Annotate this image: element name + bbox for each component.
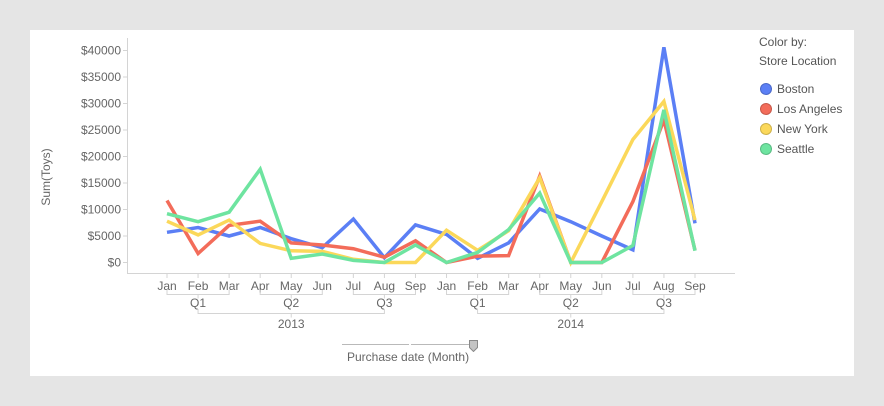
y-tick-label: $15000 <box>81 176 121 190</box>
quarter-label: Q3 <box>376 296 392 310</box>
month-label: Mar <box>498 279 519 293</box>
color-by-selector[interactable]: Store Location <box>759 54 837 68</box>
legend-item-label: Boston <box>777 82 815 96</box>
quarter-label: Q1 <box>470 296 486 310</box>
y-tick-label: $20000 <box>81 150 121 164</box>
y-axis-title-selector[interactable]: Sum(Toys) <box>39 148 53 206</box>
legend-item-seattle[interactable]: Seattle <box>759 139 842 159</box>
y-tick-label: $25000 <box>81 123 121 137</box>
x-axis-range-slider[interactable] <box>342 338 482 354</box>
month-label: Mar <box>219 279 240 293</box>
year-label: 2014 <box>557 317 584 331</box>
y-tick-label: $10000 <box>81 203 121 217</box>
legend-title: Color by: <box>759 35 808 49</box>
month-label: Jul <box>346 279 361 293</box>
series-line-los-angeles[interactable] <box>165 113 697 265</box>
month-label: Jun <box>313 279 332 293</box>
month-label: May <box>559 279 582 293</box>
quarter-bracket <box>632 290 696 299</box>
slider-handle-icon[interactable] <box>469 340 478 352</box>
month-label: Apr <box>251 279 270 293</box>
month-label: Apr <box>530 279 549 293</box>
quarter-label: Q2 <box>283 296 299 310</box>
month-label: Jan <box>437 279 456 293</box>
quarter-bracket <box>446 290 510 299</box>
legend-item-label: Seattle <box>777 142 815 156</box>
quarter-bracket <box>259 290 323 299</box>
legend-item-new-york[interactable]: New York <box>759 119 842 139</box>
month-label: Feb <box>188 279 209 293</box>
month-label: Feb <box>467 279 488 293</box>
legend: Color by: Store Location Boston Los Ange… <box>759 33 842 159</box>
y-tick-label: $40000 <box>81 44 121 58</box>
quarter-label: Q3 <box>656 296 672 310</box>
legend-color-dot-icon <box>760 123 772 135</box>
month-label: Sep <box>405 279 427 293</box>
quarter-label: Q1 <box>190 296 206 310</box>
legend-item-boston[interactable]: Boston <box>759 79 842 99</box>
quarter-bracket <box>166 290 230 299</box>
legend-item-los-angeles[interactable]: Los Angeles <box>759 99 842 119</box>
y-tick-label: $30000 <box>81 97 121 111</box>
month-label: May <box>280 279 303 293</box>
legend-item-label: New York <box>777 122 828 136</box>
series-line-boston[interactable] <box>166 46 697 261</box>
month-label: Jul <box>625 279 640 293</box>
y-tick-label: $0 <box>108 256 122 270</box>
series-line-new-york[interactable] <box>166 97 697 267</box>
legend-color-dot-icon <box>760 103 772 115</box>
x-axis-title-selector[interactable]: Purchase date (Month) <box>347 350 470 364</box>
legend-color-dot-icon <box>760 83 772 95</box>
month-label: Aug <box>653 279 674 293</box>
slider-track-right[interactable] <box>411 344 471 345</box>
quarter-label: Q2 <box>563 296 579 310</box>
series-line-seattle[interactable] <box>166 109 697 265</box>
month-label: Aug <box>374 279 395 293</box>
year-label: 2013 <box>278 317 305 331</box>
year-bracket <box>477 309 665 318</box>
y-tick-label: $5000 <box>88 229 122 243</box>
legend-color-dot-icon <box>760 143 772 155</box>
slider-track-left[interactable] <box>342 344 409 345</box>
legend-item-label: Los Angeles <box>777 102 843 116</box>
month-label: Jan <box>157 279 176 293</box>
quarter-bracket <box>539 290 603 299</box>
y-tick-label: $35000 <box>81 70 121 84</box>
legend-items: Boston Los Angeles New York Seattle <box>759 79 842 159</box>
quarter-bracket <box>352 290 416 299</box>
month-label: Jun <box>592 279 611 293</box>
month-label: Sep <box>684 279 706 293</box>
year-bracket <box>197 309 385 318</box>
